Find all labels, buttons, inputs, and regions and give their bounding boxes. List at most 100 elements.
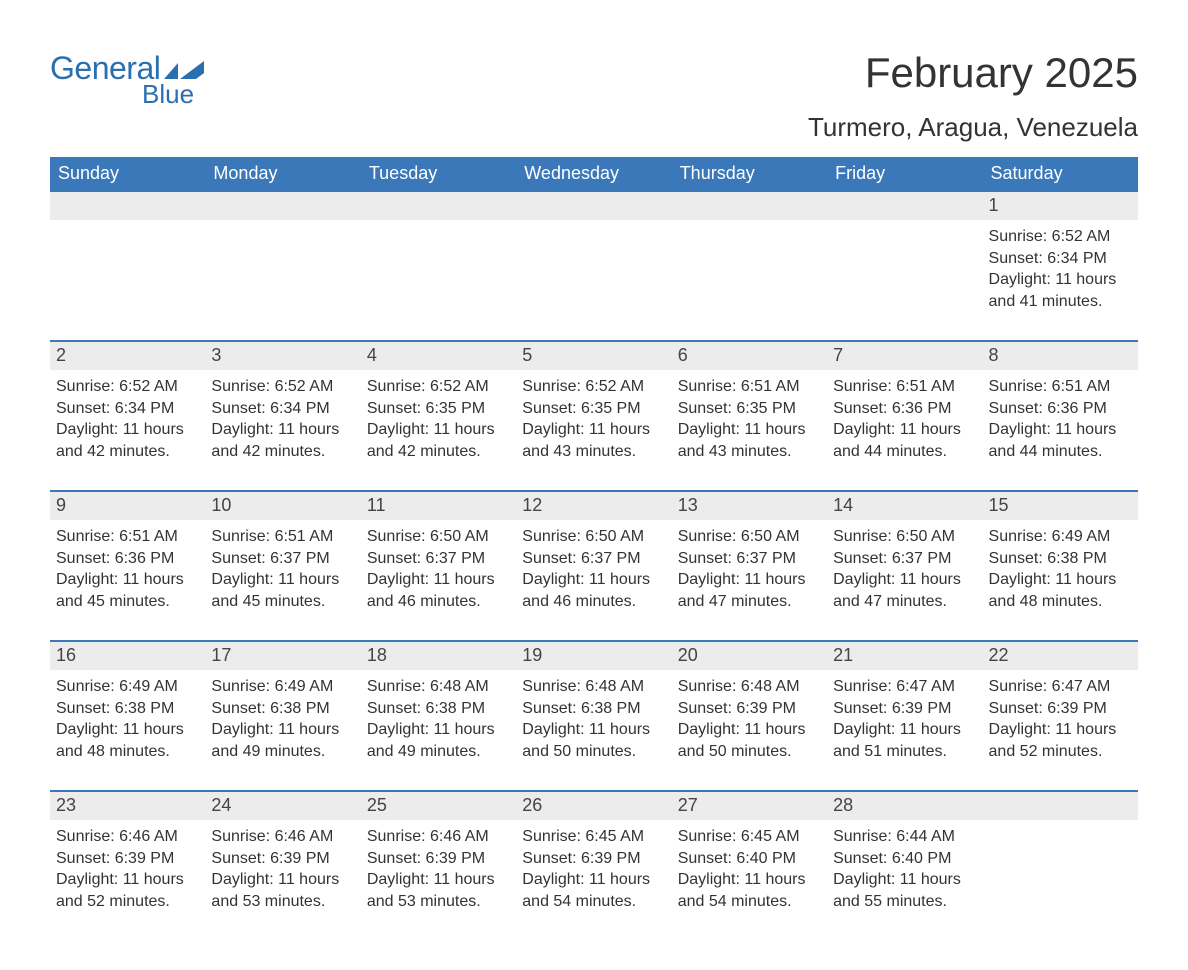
daylight-line-1: Daylight: 11 hours (989, 569, 1132, 591)
day-number: 19 (516, 640, 671, 670)
day-cell: 12Sunrise: 6:50 AMSunset: 6:37 PMDayligh… (516, 490, 671, 640)
daylight-line-1: Daylight: 11 hours (678, 419, 821, 441)
day-number: 16 (50, 640, 205, 670)
day-cell: 7Sunrise: 6:51 AMSunset: 6:36 PMDaylight… (827, 340, 982, 490)
sunrise-text: Sunrise: 6:49 AM (989, 526, 1132, 548)
day-cell (361, 190, 516, 340)
daylight-line-1: Daylight: 11 hours (367, 869, 510, 891)
daylight-line-1: Daylight: 11 hours (989, 419, 1132, 441)
sunrise-text: Sunrise: 6:50 AM (522, 526, 665, 548)
daynum-bar-empty (672, 190, 827, 220)
day-body: Sunrise: 6:49 AMSunset: 6:38 PMDaylight:… (50, 670, 205, 772)
day-number: 26 (516, 790, 671, 820)
day-body: Sunrise: 6:47 AMSunset: 6:39 PMDaylight:… (827, 670, 982, 772)
daylight-line-1: Daylight: 11 hours (678, 869, 821, 891)
day-number: 27 (672, 790, 827, 820)
day-body: Sunrise: 6:46 AMSunset: 6:39 PMDaylight:… (361, 820, 516, 922)
flag-icon (164, 59, 204, 79)
daylight-line-2: and 54 minutes. (678, 891, 821, 913)
daylight-line-2: and 45 minutes. (56, 591, 199, 613)
day-body: Sunrise: 6:45 AMSunset: 6:39 PMDaylight:… (516, 820, 671, 922)
day-body: Sunrise: 6:46 AMSunset: 6:39 PMDaylight:… (50, 820, 205, 922)
sunrise-text: Sunrise: 6:50 AM (678, 526, 821, 548)
day-body: Sunrise: 6:50 AMSunset: 6:37 PMDaylight:… (361, 520, 516, 622)
daylight-line-1: Daylight: 11 hours (56, 569, 199, 591)
sunset-text: Sunset: 6:39 PM (833, 698, 976, 720)
sunset-text: Sunset: 6:40 PM (833, 848, 976, 870)
day-cell: 22Sunrise: 6:47 AMSunset: 6:39 PMDayligh… (983, 640, 1138, 790)
sunrise-text: Sunrise: 6:44 AM (833, 826, 976, 848)
day-number: 9 (50, 490, 205, 520)
day-body: Sunrise: 6:51 AMSunset: 6:36 PMDaylight:… (983, 370, 1138, 472)
sunset-text: Sunset: 6:38 PM (522, 698, 665, 720)
day-number: 15 (983, 490, 1138, 520)
sunset-text: Sunset: 6:38 PM (989, 548, 1132, 570)
daylight-line-1: Daylight: 11 hours (56, 419, 199, 441)
daynum-bar-empty (361, 190, 516, 220)
daylight-line-2: and 48 minutes. (56, 741, 199, 763)
sunset-text: Sunset: 6:37 PM (211, 548, 354, 570)
daylight-line-1: Daylight: 11 hours (211, 719, 354, 741)
day-cell: 8Sunrise: 6:51 AMSunset: 6:36 PMDaylight… (983, 340, 1138, 490)
daylight-line-2: and 50 minutes. (678, 741, 821, 763)
day-cell: 1Sunrise: 6:52 AMSunset: 6:34 PMDaylight… (983, 190, 1138, 340)
day-number: 17 (205, 640, 360, 670)
day-cell: 18Sunrise: 6:48 AMSunset: 6:38 PMDayligh… (361, 640, 516, 790)
day-body: Sunrise: 6:48 AMSunset: 6:38 PMDaylight:… (361, 670, 516, 772)
sunset-text: Sunset: 6:38 PM (367, 698, 510, 720)
sunset-text: Sunset: 6:39 PM (367, 848, 510, 870)
header-row: General Blue February 2025 Turmero, Arag… (50, 50, 1138, 143)
day-number: 22 (983, 640, 1138, 670)
day-cell (827, 190, 982, 340)
day-cell: 20Sunrise: 6:48 AMSunset: 6:39 PMDayligh… (672, 640, 827, 790)
sunset-text: Sunset: 6:39 PM (522, 848, 665, 870)
day-cell (516, 190, 671, 340)
day-cell (672, 190, 827, 340)
daylight-line-2: and 55 minutes. (833, 891, 976, 913)
sunset-text: Sunset: 6:35 PM (678, 398, 821, 420)
day-number: 25 (361, 790, 516, 820)
daylight-line-1: Daylight: 11 hours (211, 569, 354, 591)
day-cell: 6Sunrise: 6:51 AMSunset: 6:35 PMDaylight… (672, 340, 827, 490)
daylight-line-1: Daylight: 11 hours (833, 569, 976, 591)
day-number: 21 (827, 640, 982, 670)
sunset-text: Sunset: 6:35 PM (522, 398, 665, 420)
daylight-line-1: Daylight: 11 hours (56, 869, 199, 891)
day-number: 23 (50, 790, 205, 820)
day-body: Sunrise: 6:49 AMSunset: 6:38 PMDaylight:… (983, 520, 1138, 622)
sunset-text: Sunset: 6:34 PM (989, 248, 1132, 270)
sunrise-text: Sunrise: 6:52 AM (56, 376, 199, 398)
sunrise-text: Sunrise: 6:46 AM (56, 826, 199, 848)
daylight-line-2: and 52 minutes. (56, 891, 199, 913)
day-cell: 11Sunrise: 6:50 AMSunset: 6:37 PMDayligh… (361, 490, 516, 640)
daylight-line-2: and 49 minutes. (367, 741, 510, 763)
sunrise-text: Sunrise: 6:48 AM (678, 676, 821, 698)
sunrise-text: Sunrise: 6:49 AM (211, 676, 354, 698)
daylight-line-1: Daylight: 11 hours (56, 719, 199, 741)
daylight-line-2: and 48 minutes. (989, 591, 1132, 613)
sunrise-text: Sunrise: 6:52 AM (367, 376, 510, 398)
sunset-text: Sunset: 6:35 PM (367, 398, 510, 420)
day-body: Sunrise: 6:51 AMSunset: 6:36 PMDaylight:… (50, 520, 205, 622)
day-number: 4 (361, 340, 516, 370)
day-body: Sunrise: 6:44 AMSunset: 6:40 PMDaylight:… (827, 820, 982, 922)
sunset-text: Sunset: 6:39 PM (678, 698, 821, 720)
sunset-text: Sunset: 6:38 PM (56, 698, 199, 720)
day-cell: 9Sunrise: 6:51 AMSunset: 6:36 PMDaylight… (50, 490, 205, 640)
day-cell (50, 190, 205, 340)
sunset-text: Sunset: 6:36 PM (56, 548, 199, 570)
daylight-line-2: and 50 minutes. (522, 741, 665, 763)
day-number: 7 (827, 340, 982, 370)
day-cell: 15Sunrise: 6:49 AMSunset: 6:38 PMDayligh… (983, 490, 1138, 640)
sunrise-text: Sunrise: 6:48 AM (367, 676, 510, 698)
daylight-line-1: Daylight: 11 hours (522, 569, 665, 591)
weekday-header-row: Sunday Monday Tuesday Wednesday Thursday… (50, 157, 1138, 190)
day-cell: 5Sunrise: 6:52 AMSunset: 6:35 PMDaylight… (516, 340, 671, 490)
day-body: Sunrise: 6:52 AMSunset: 6:34 PMDaylight:… (983, 220, 1138, 322)
day-cell: 13Sunrise: 6:50 AMSunset: 6:37 PMDayligh… (672, 490, 827, 640)
daylight-line-1: Daylight: 11 hours (678, 569, 821, 591)
brand-logo: General Blue (50, 50, 204, 110)
day-cell (205, 190, 360, 340)
day-number: 24 (205, 790, 360, 820)
calendar-page: General Blue February 2025 Turmero, Arag… (0, 0, 1188, 970)
